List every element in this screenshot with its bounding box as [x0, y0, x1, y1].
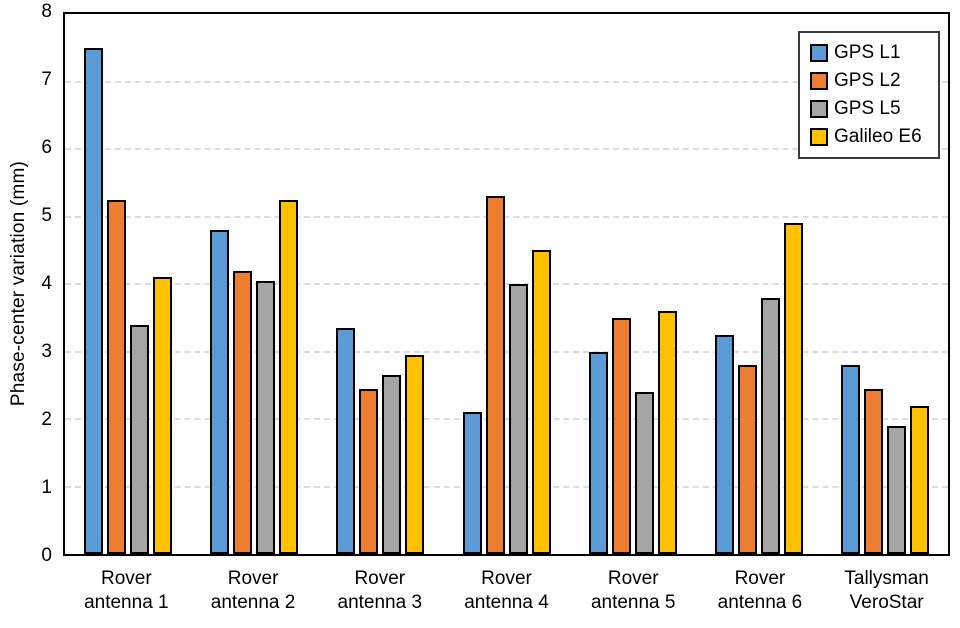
x-tick-line: Rover: [734, 568, 786, 589]
legend-label: GPS L2: [834, 70, 901, 91]
gridline-y5: [65, 215, 948, 218]
gridline-y6: [65, 148, 948, 150]
bar-group-1: [84, 47, 173, 554]
gridline-y7: [65, 80, 948, 83]
x-tick-line: antenna 5: [590, 592, 676, 614]
bar-gps-l5-group-1: [130, 324, 150, 554]
legend-swatch-icon: [810, 44, 828, 62]
bar-gps-l1-group-4: [462, 412, 482, 554]
x-tick-line: Tallysman: [844, 568, 929, 589]
bar-galileo-e6-group-7: [909, 405, 929, 554]
bar-group-3: [336, 327, 425, 554]
bar-group-5: [588, 311, 677, 554]
bar-gps-l2-group-6: [737, 365, 757, 554]
bar-gps-l1-group-6: [714, 334, 734, 554]
x-tick-line: antenna 6: [717, 592, 803, 614]
bar-gps-l1-group-7: [840, 365, 860, 554]
x-tick-4: Rover antenna 4: [432, 567, 582, 616]
bar-gps-l2-group-7: [863, 388, 883, 554]
x-tick-line: Rover: [101, 568, 152, 589]
y-tick-6: 6: [41, 137, 52, 158]
x-tick-6: Rover antenna 6: [685, 567, 835, 616]
y-tick-8: 8: [41, 1, 52, 22]
bar-gps-l5-group-4: [508, 284, 528, 554]
gridline-y4: [65, 283, 948, 285]
gridline-y2: [65, 418, 948, 420]
x-tick-line: antenna 1: [84, 592, 169, 614]
bar-gps-l2-group-4: [485, 196, 505, 554]
legend-label: GPS L5: [834, 98, 901, 119]
bar-gps-l1-group-5: [588, 351, 608, 554]
y-tick-7: 7: [41, 69, 52, 90]
x-tick-line: antenna 3: [337, 592, 423, 614]
bar-gps-l2-group-3: [359, 388, 379, 554]
bar-galileo-e6-group-2: [279, 199, 299, 554]
legend-item-gps-l2: GPS L2: [810, 70, 938, 92]
y-tick-2: 2: [41, 409, 52, 430]
bar-gps-l1-group-1: [84, 47, 104, 554]
x-tick-line: antenna 2: [210, 592, 296, 614]
y-tick-3: 3: [41, 341, 52, 362]
x-tick-5: Rover antenna 5: [558, 567, 708, 616]
bar-gps-l2-group-2: [233, 270, 253, 554]
bar-gps-l5-group-6: [760, 297, 780, 554]
y-tick-0: 0: [41, 545, 52, 566]
y-tick-5: 5: [41, 205, 52, 226]
bar-galileo-e6-group-6: [783, 223, 803, 554]
gridline-y3: [65, 350, 948, 353]
x-tick-1: Rover antenna 1: [51, 567, 201, 616]
bar-group-2: [210, 199, 299, 554]
bar-galileo-e6-group-3: [405, 354, 425, 554]
x-tick-line: Rover: [481, 568, 532, 589]
gridline-y1: [65, 485, 948, 488]
x-tick-line: Rover: [227, 568, 279, 589]
legend: GPS L1 GPS L2 GPS L5 Galileo E6: [798, 31, 940, 159]
bar-group-7: [840, 365, 929, 554]
legend-label: Galileo E6: [834, 126, 922, 147]
bar-gps-l5-group-2: [256, 280, 276, 554]
x-tick-2: Rover antenna 2: [178, 567, 328, 616]
bar-group-6: [714, 223, 803, 554]
x-tick-line: Rover: [354, 568, 406, 589]
legend-item-gps-l5: GPS L5: [810, 98, 938, 120]
bar-galileo-e6-group-5: [657, 311, 677, 554]
legend-item-gps-l1: GPS L1: [810, 42, 938, 64]
x-tick-line: antenna 4: [464, 592, 549, 614]
bar-gps-l5-group-7: [886, 425, 906, 554]
y-tick-1: 1: [41, 477, 52, 498]
bar-group-4: [462, 196, 551, 554]
bar-gps-l5-group-5: [634, 392, 654, 554]
bar-gps-l1-group-3: [336, 327, 356, 554]
legend-swatch-icon: [810, 72, 828, 90]
x-tick-line: Rover: [607, 568, 659, 589]
x-tick-3: Rover antenna 3: [305, 567, 455, 616]
bar-gps-l2-group-1: [107, 199, 127, 554]
legend-item-galileo-e6: Galileo E6: [810, 126, 938, 148]
bar-galileo-e6-group-1: [153, 277, 173, 554]
legend-swatch-icon: [810, 100, 828, 118]
legend-label: GPS L1: [834, 42, 901, 63]
bar-gps-l1-group-2: [210, 230, 230, 554]
bar-galileo-e6-group-4: [531, 250, 551, 554]
x-tick-7: Tallysman VeroStar: [812, 567, 960, 616]
legend-swatch-icon: [810, 128, 828, 146]
y-tick-4: 4: [41, 273, 52, 294]
bar-gps-l5-group-3: [382, 375, 402, 554]
bar-gps-l2-group-5: [611, 317, 631, 554]
x-tick-line: VeroStar: [849, 592, 924, 614]
